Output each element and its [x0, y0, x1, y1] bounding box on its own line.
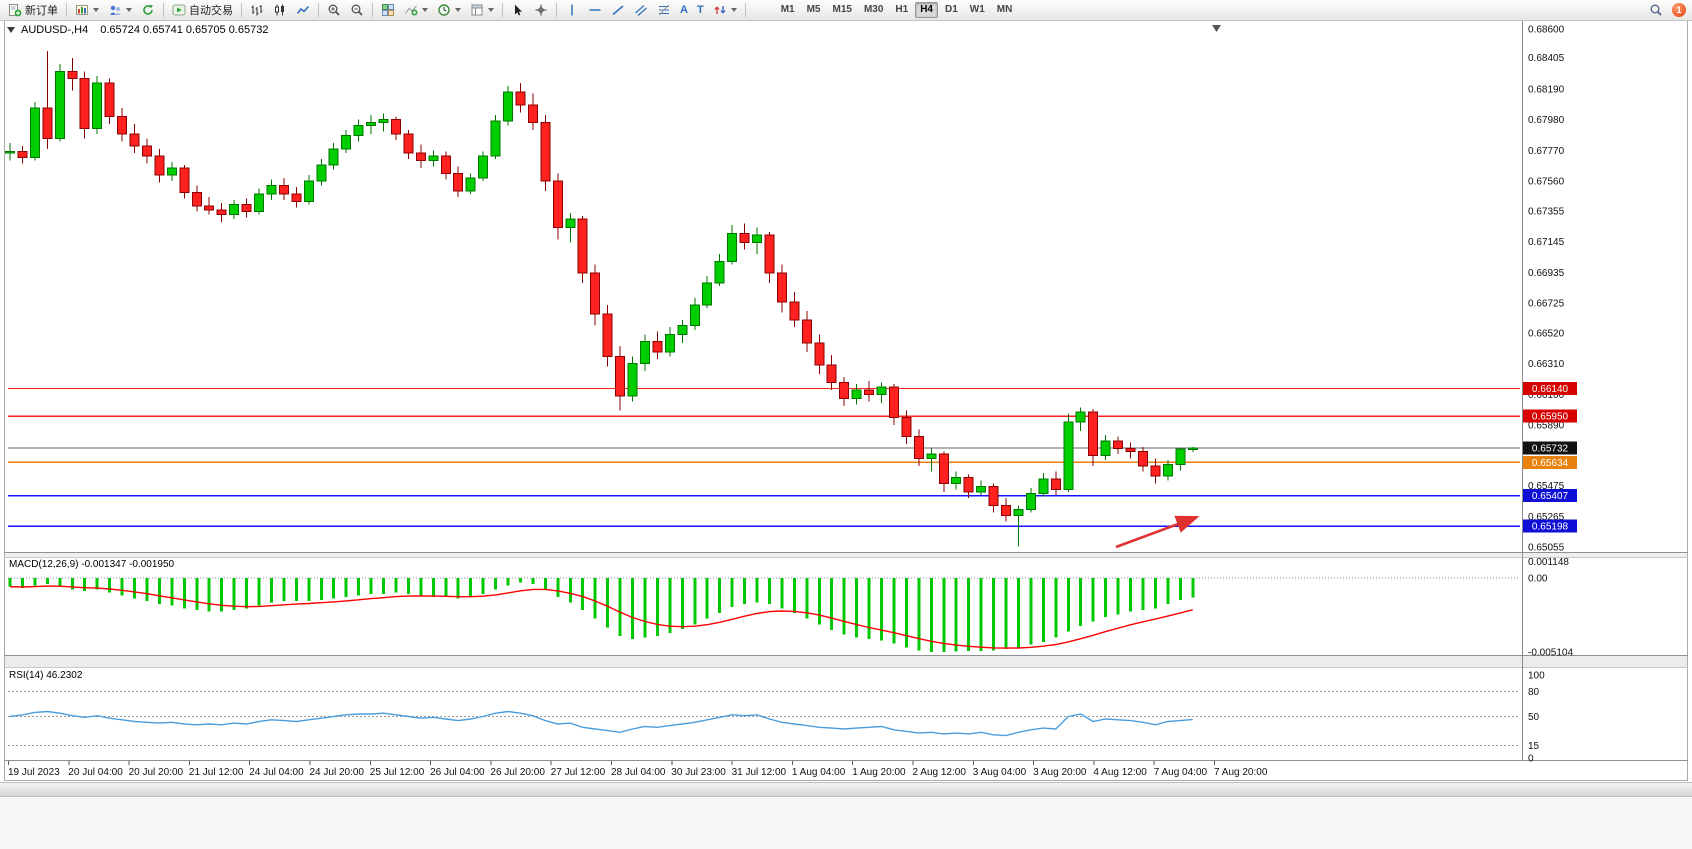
toolbar-separator — [744, 3, 746, 17]
cursor-icon — [515, 4, 522, 16]
text-label-tool-button[interactable]: T — [693, 1, 708, 20]
autotrade-label: 自动交易 — [189, 5, 233, 17]
horizontal-scrollbar[interactable] — [0, 782, 1692, 797]
dropdown-arrow — [93, 8, 99, 12]
clock-icon — [438, 4, 450, 16]
channel-icon — [635, 5, 647, 16]
autotrade-icon — [172, 4, 186, 16]
vertical-line-tool-button[interactable] — [561, 1, 583, 20]
trendline-icon — [612, 5, 624, 16]
crosshair-button[interactable] — [530, 1, 552, 20]
channel-tool-button[interactable] — [630, 1, 652, 20]
zoom-in-button[interactable] — [323, 1, 345, 20]
dropdown-arrow — [730, 8, 737, 12]
zoom-out-icon — [351, 4, 363, 16]
refresh-button[interactable] — [137, 1, 159, 20]
time-axis[interactable] — [0, 761, 1522, 781]
toolbar-separator — [66, 3, 67, 17]
dropdown-arrow — [488, 8, 494, 12]
new-chart-icon — [76, 5, 88, 15]
candlestick-icon — [275, 4, 284, 16]
toolbar-separator — [372, 3, 373, 17]
bar-chart-button[interactable] — [246, 1, 268, 20]
toolbar-separator — [163, 3, 164, 17]
new-order-label: 新订单 — [25, 5, 58, 17]
dropdown-arrow — [455, 8, 461, 12]
tile-windows-icon — [382, 4, 394, 16]
timeframe-button-h4[interactable]: H4 — [915, 2, 938, 18]
vertical-line-icon — [571, 4, 573, 16]
timeframe-button-m30[interactable]: M30 — [863, 4, 884, 15]
trendline-tool-button[interactable] — [607, 1, 629, 20]
profiles-icon — [110, 5, 121, 15]
toolbar-separator — [556, 3, 557, 17]
fibonacci-icon — [659, 4, 669, 16]
arrows-icon — [714, 6, 726, 14]
timeframe-button-m5[interactable]: M5 — [806, 4, 821, 15]
tile-windows-button[interactable] — [377, 1, 399, 20]
notification-badge[interactable]: 1 — [1672, 3, 1686, 17]
toolbar-separator — [318, 3, 319, 17]
one-click-trading-arrow[interactable] — [7, 27, 15, 33]
templates-icon — [471, 4, 483, 16]
search-icon — [1650, 4, 1662, 16]
toolbar-right-group: 1 — [1645, 1, 1688, 20]
dropdown-arrow — [422, 8, 428, 12]
periods-button[interactable] — [433, 1, 465, 20]
new-order-button[interactable]: 新订单 — [4, 1, 62, 20]
toolbar-separator — [241, 3, 242, 17]
crosshair-icon — [535, 4, 547, 16]
arrows-tool-button[interactable] — [709, 1, 741, 20]
new-chart-button[interactable] — [71, 1, 103, 20]
templates-button[interactable] — [466, 1, 498, 20]
text-icon: A — [680, 3, 688, 16]
zoom-in-icon — [328, 4, 340, 16]
dropdown-arrow — [126, 8, 132, 12]
fibonacci-tool-button[interactable] — [653, 1, 675, 20]
timeframe-button-d1[interactable]: D1 — [945, 4, 958, 15]
timeframe-button-mn[interactable]: MN — [996, 4, 1013, 15]
timeframe-toolbar: M1 M5 M15 M30 H1 H4 D1 W1 MN — [776, 2, 1018, 18]
timeframe-button-w1[interactable]: W1 — [969, 4, 985, 15]
line-chart-icon — [296, 5, 310, 14]
new-order-icon — [9, 4, 22, 17]
text-tool-button[interactable]: A — [676, 1, 692, 20]
zoom-out-button[interactable] — [346, 1, 368, 20]
profiles-button[interactable] — [104, 1, 136, 20]
timeframe-button-m15[interactable]: M15 — [832, 4, 852, 15]
toolbar: 新订单 自动交易 — [0, 0, 1692, 21]
indicators-icon — [405, 5, 418, 16]
text-label-icon: T — [696, 3, 704, 16]
search-button[interactable] — [1645, 1, 1667, 20]
timeframe-button-m1[interactable]: M1 — [780, 4, 795, 15]
toolbar-separator — [502, 3, 503, 17]
horizontal-line-tool-button[interactable] — [584, 1, 606, 20]
indicators-button[interactable] — [400, 1, 432, 20]
horizontal-line-icon — [589, 9, 601, 11]
ref resh-icon — [143, 4, 153, 15]
chart-area[interactable] — [0, 20, 1522, 761]
autotrade-button[interactable]: 自动交易 — [168, 1, 237, 20]
line-chart-button[interactable] — [292, 1, 314, 20]
bar-chart-icon — [251, 5, 263, 16]
price-axis[interactable] — [1522, 20, 1582, 761]
candlestick-chart-button[interactable] — [269, 1, 291, 20]
timeframe-button-h1[interactable]: H1 — [895, 4, 909, 15]
window-bottom — [0, 796, 1692, 849]
cursor-button[interactable] — [507, 1, 529, 20]
